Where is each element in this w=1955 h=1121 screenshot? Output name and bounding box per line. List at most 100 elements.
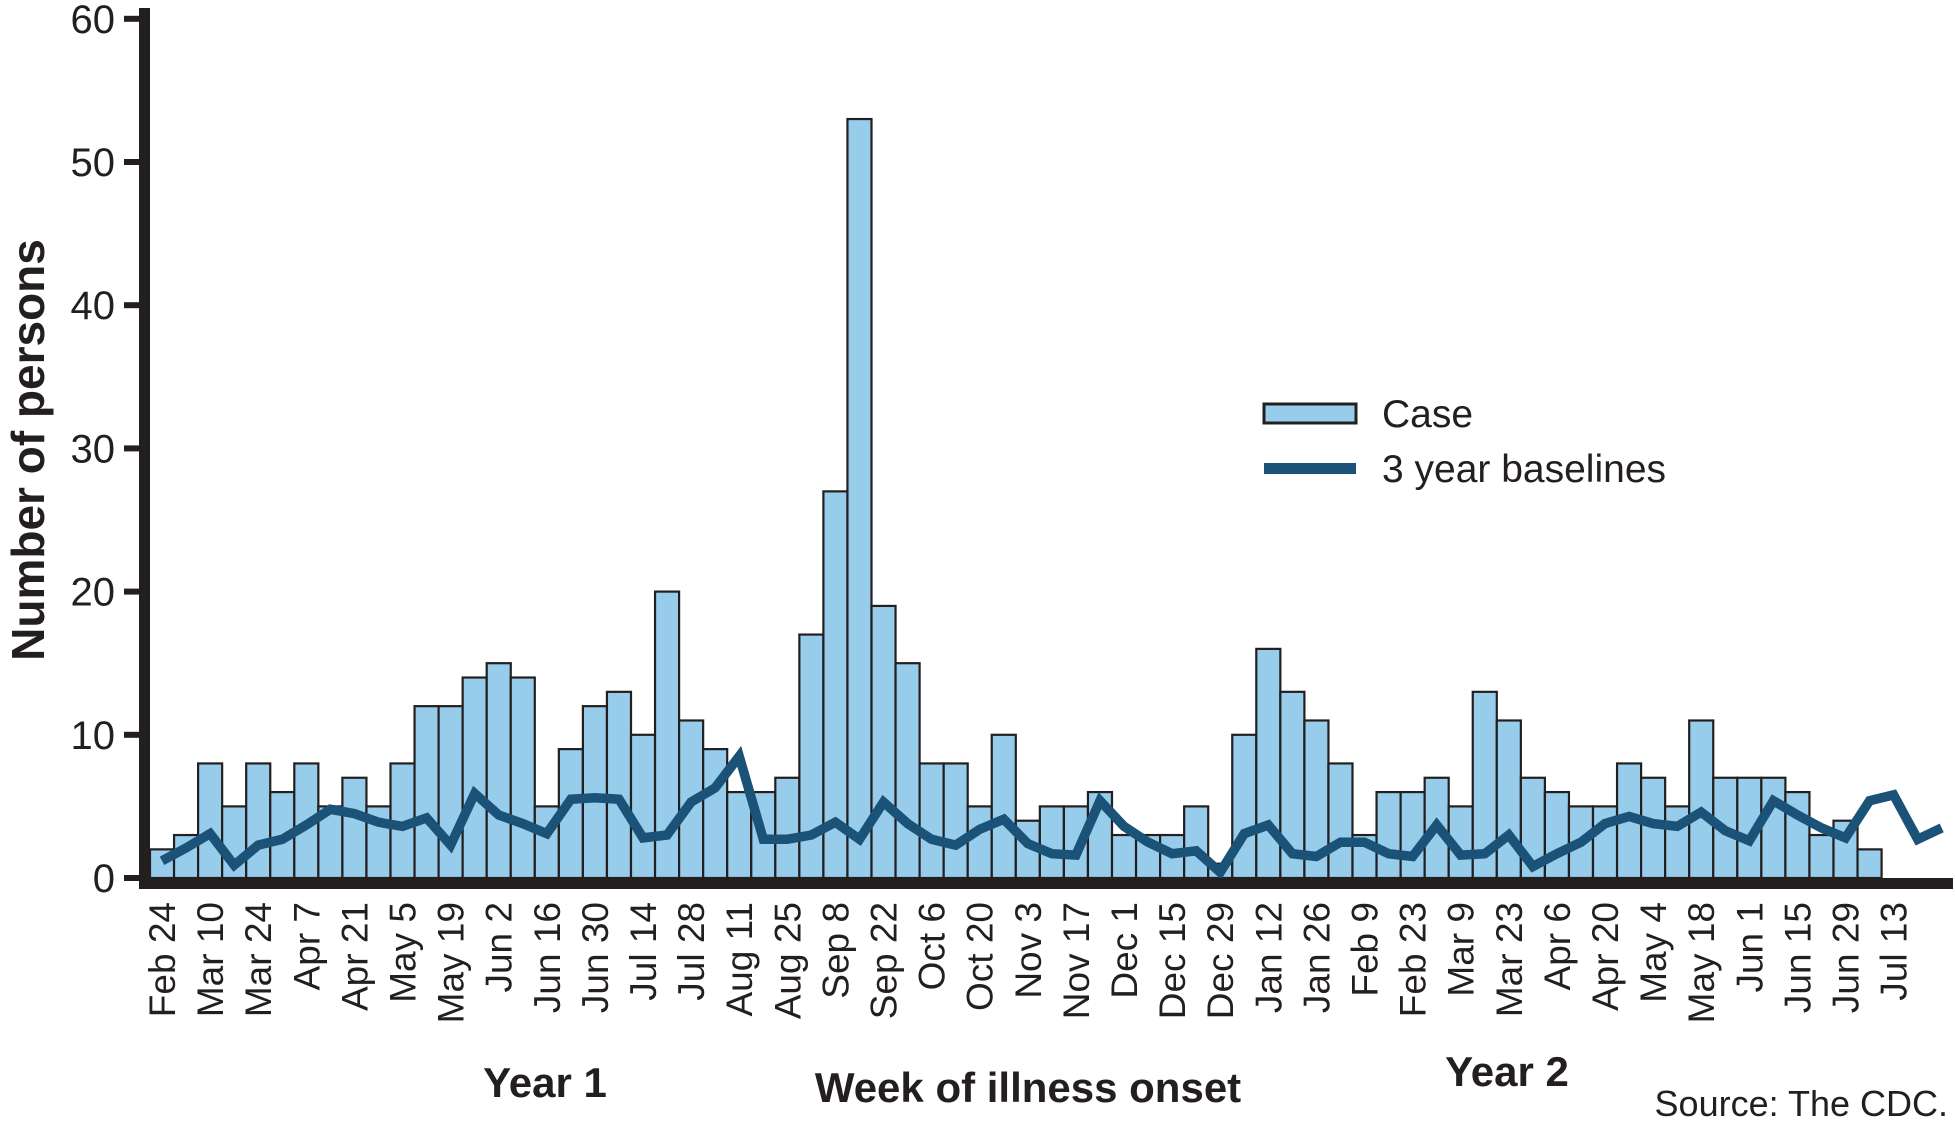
x-tick-label: Apr 21: [334, 902, 375, 1011]
x-axis-title: Week of illness onset: [815, 1064, 1241, 1111]
case-bar: [629, 733, 657, 880]
case-bar: [1399, 790, 1426, 880]
legend-baseline-swatch: [1264, 463, 1356, 474]
y-tick-label: 60: [71, 0, 116, 42]
case-bar: [990, 733, 1017, 880]
x-tick-label: Feb 23: [1393, 902, 1434, 1017]
x-tick-label: May 18: [1681, 902, 1722, 1023]
x-tick-label: Jul 13: [1874, 902, 1915, 1001]
y-tick-label: 30: [71, 427, 116, 471]
case-bar: [1255, 647, 1282, 880]
case-bar: [942, 762, 969, 880]
case-bar: [341, 776, 368, 880]
case-bar: [1327, 762, 1354, 880]
case-bar: [1543, 790, 1571, 880]
case-bar: [1760, 776, 1787, 880]
x-tick-label: Jun 2: [479, 902, 520, 993]
case-bar: [726, 790, 753, 880]
y-tick-label: 10: [71, 714, 116, 758]
x-tick-label: Oct 6: [912, 902, 953, 990]
y-tick: [124, 302, 139, 309]
case-bar: [846, 117, 873, 880]
x-tick-label: Jun 29: [1826, 902, 1867, 1013]
y-tick: [124, 445, 139, 452]
x-tick-label: Aug 11: [719, 902, 760, 1017]
legend: Case 3 year baselines: [1262, 393, 1666, 491]
baseline-series-line: [159, 745, 1944, 880]
y-axis-spine: [139, 8, 150, 889]
case-bar: [1110, 833, 1138, 880]
case-bar: [1495, 719, 1522, 880]
case-bar: [774, 776, 801, 880]
case-bar: [894, 662, 921, 880]
y-tick: [124, 875, 139, 881]
x-tick-label: Dec 1: [1104, 902, 1145, 999]
x-tick-label: Jun 16: [527, 902, 568, 1013]
x-tick-label: Dec 15: [1152, 902, 1193, 1019]
case-bar: [485, 662, 512, 880]
source-note: Source: The CDC.: [1655, 1083, 1948, 1121]
legend-case-label: Case: [1382, 393, 1473, 436]
case-bar: [870, 604, 897, 880]
x-tick-label: Sep 22: [864, 902, 905, 1019]
x-tick-label: Sep 8: [815, 902, 856, 999]
x-tick-label: May 4: [1633, 902, 1674, 1003]
case-bar: [1688, 719, 1715, 880]
x-tick-label: Jun 30: [575, 902, 616, 1013]
y-tick-label: 50: [71, 141, 116, 185]
case-bar: [966, 805, 993, 880]
y-tick: [124, 15, 139, 22]
legend-baseline-label: 3 year baselines: [1382, 448, 1666, 491]
x-tick-label: Mar 23: [1489, 902, 1530, 1017]
x-axis-spine: [139, 878, 1953, 889]
x-tick-label: Jun 15: [1777, 902, 1818, 1013]
case-bar: [1375, 790, 1402, 880]
y-tick-label: 40: [71, 284, 116, 328]
x-tick-label: Jan 12: [1248, 902, 1289, 1013]
case-bar: [605, 690, 633, 880]
case-bar: [1808, 833, 1835, 880]
legend-case-swatch: [1262, 402, 1358, 425]
case-bar: [918, 762, 945, 880]
y-tick: [124, 731, 139, 738]
y-tick: [124, 588, 139, 595]
case-bar: [1231, 733, 1258, 880]
case-bar: [413, 705, 440, 880]
x-tick-label: Nov 3: [1008, 902, 1049, 999]
x-tick-label: Apr 20: [1585, 902, 1626, 1011]
x-tick-label: May 5: [383, 902, 424, 1003]
x-tick-label: Mar 9: [1441, 902, 1482, 997]
case-bar: [581, 705, 609, 880]
case-bar: [197, 762, 224, 880]
x-tick-label: Jun 1: [1729, 902, 1770, 993]
year1-label: Year 1: [483, 1059, 607, 1106]
x-tick-label: Apr 7: [286, 902, 327, 990]
x-tick-label: Oct 20: [960, 902, 1001, 1011]
y-tick: [124, 159, 139, 165]
x-tick-label: Mar 10: [190, 902, 231, 1017]
case-bar: [509, 676, 536, 880]
y-tick-label: 0: [93, 857, 115, 901]
x-tick-label: Jul 28: [671, 902, 712, 1001]
x-tick-label: Jul 14: [623, 902, 664, 1001]
x-tick-label: Feb 24: [142, 902, 183, 1017]
x-tick-label: Feb 9: [1345, 902, 1386, 997]
x-tick-label: Aug 25: [767, 902, 808, 1019]
x-tick-label: Apr 6: [1537, 902, 1578, 990]
x-tick-label: Nov 17: [1056, 902, 1097, 1019]
case-bar: [798, 633, 825, 880]
year2-label: Year 2: [1445, 1048, 1569, 1095]
y-tick-label: 20: [71, 571, 116, 615]
case-bar: [461, 676, 488, 880]
x-tick-label: Mar 24: [238, 902, 279, 1017]
case-bar: [1856, 848, 1883, 880]
case-bar: [702, 748, 729, 880]
case-bar: [245, 762, 272, 880]
case-bar: [1183, 805, 1210, 880]
x-tick-label: Jan 26: [1296, 902, 1337, 1013]
y-axis-title: Number of persons: [2, 239, 54, 661]
x-tick-label: Dec 29: [1200, 902, 1241, 1019]
